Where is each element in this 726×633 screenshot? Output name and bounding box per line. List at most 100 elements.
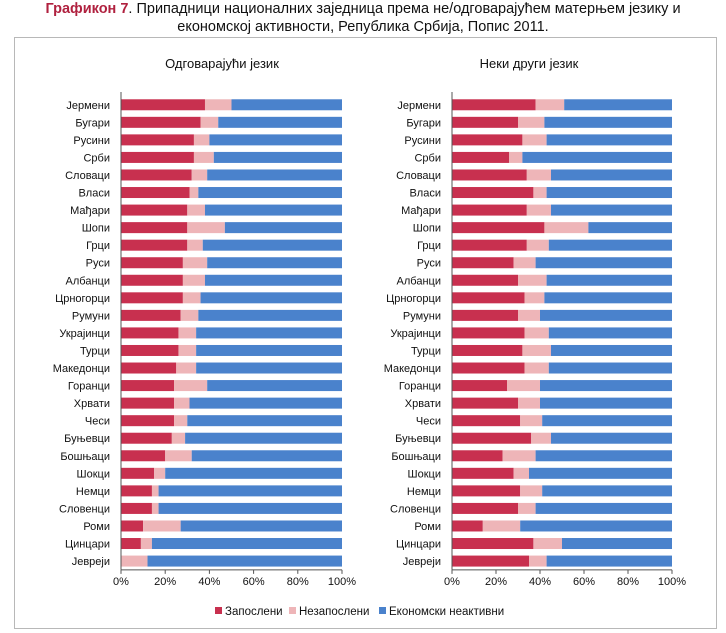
panel-2-bar-срби-series-1 [452, 151, 510, 163]
panel-1-bar-бугари-series-3 [218, 116, 342, 128]
panel-1-category-label: Јевреји [72, 556, 110, 568]
panel-2-bar-мађари-series-1 [452, 204, 527, 216]
panel-1-category-label: Цинцари [65, 539, 110, 551]
panel-1-bar-словенци-series-2 [151, 502, 159, 514]
panel-1-category-label: Хрвати [74, 398, 110, 410]
panel-2-bar-турци-series-2 [522, 344, 551, 356]
panel-2-bar-словенци-series-3 [535, 502, 672, 514]
panel-1-bar-турци-series-2 [178, 344, 197, 356]
panel-1-bar-румуни-series-3 [198, 309, 342, 321]
panel-1-category-label: Чеси [85, 416, 110, 428]
panel-1-bar-румуни-series-2 [180, 309, 199, 321]
panel-1-bar-чеси-series-2 [174, 415, 188, 427]
panel-1-bar-грци-series-2 [187, 239, 203, 251]
panel-1-category-label: Украјинци [59, 328, 110, 340]
panel-2-bar-украјинци-series-2 [524, 327, 549, 339]
panel-2-bar-словаци-series-3 [551, 169, 672, 181]
panel-2-category-label: Црногорци [386, 293, 441, 305]
panel-1-category-label: Буњевци [64, 433, 110, 445]
panel-1-category-label: Румуни [72, 310, 110, 322]
panel-2-bar-руси-series-2 [513, 257, 536, 269]
panel-2-bar-цинцари-series-1 [452, 538, 534, 550]
panel-2-bar-македонци-series-2 [524, 362, 549, 374]
panel-2-bar-румуни-series-2 [518, 309, 540, 321]
panel-2-bar-горанци-series-3 [540, 380, 672, 392]
panel-1-bar-словаци-series-3 [207, 169, 342, 181]
panel-2-bar-црногорци-series-3 [544, 292, 672, 304]
panel-1-bar-роми-series-3 [180, 520, 342, 532]
panel-2-bar-шопи-series-3 [588, 222, 672, 234]
panel-1-bar-словенци-series-1 [121, 502, 152, 514]
panel-2-x-tick-label: 100% [658, 576, 686, 588]
figure-title-text-1: . Припадници националних заједница према… [128, 1, 681, 17]
panel-2-x-tick-label: 40% [529, 576, 551, 588]
panel-1-bar-руси-series-3 [207, 257, 342, 269]
legend-label-1: Запослени [225, 606, 283, 618]
panel-2-bar-срби-series-3 [522, 151, 672, 163]
panel-2-category-label: Јевреји [403, 556, 441, 568]
panel-2-bar-македонци-series-1 [452, 362, 525, 374]
panel-1-bar-јевреји-series-3 [147, 555, 342, 567]
panel-1-category-label: Словенци [59, 503, 110, 515]
panel-2-bar-албанци-series-1 [452, 274, 518, 286]
panel-2-bar-јермени-series-2 [535, 99, 565, 111]
panel-2-bar-шопи-series-1 [452, 222, 545, 234]
panel-1-bar-албанци-series-3 [204, 274, 342, 286]
panel-1-category-label: Албанци [66, 275, 110, 287]
panel-2-category-label: Македонци [384, 363, 441, 375]
panel-2-category-label: Словаци [396, 170, 441, 182]
panel-2-bar-македонци-series-3 [548, 362, 672, 374]
panel-1-bar-словаци-series-2 [191, 169, 208, 181]
panel-2-bar-јевреји-series-3 [546, 555, 672, 567]
panel-2-bar-буњевци-series-3 [551, 432, 672, 444]
panel-2-bar-русини-series-1 [452, 134, 523, 146]
panel-2-bar-срби-series-2 [509, 151, 523, 163]
panel-1-x-tick-label: 60% [243, 576, 265, 588]
chart-frame [14, 37, 717, 629]
panel-2-category-label: Горанци [399, 381, 441, 393]
panel-1-bar-власи-series-3 [198, 187, 342, 199]
panel-1-category-label: Црногорци [55, 293, 110, 305]
panel-1-bar-хрвати-series-2 [174, 397, 190, 409]
legend-swatch-2 [289, 607, 296, 614]
panel-1-category-label: Роми [83, 521, 110, 533]
panel-2-category-label: Румуни [403, 310, 441, 322]
panel-1-bar-цинцари-series-1 [121, 538, 141, 550]
panel-1-bar-русини-series-3 [209, 134, 342, 146]
panel-1-bar-роми-series-1 [121, 520, 144, 532]
panel-2-bar-шокци-series-3 [529, 467, 672, 479]
panel-1-bar-немци-series-1 [121, 485, 152, 497]
panel-2-bar-словенци-series-2 [518, 502, 536, 514]
panel-1-bar-хрвати-series-1 [121, 397, 175, 409]
panel-2-bar-руси-series-3 [535, 257, 672, 269]
panel-1-bar-украјинци-series-1 [121, 327, 179, 339]
panel-2-bar-мађари-series-3 [551, 204, 672, 216]
panel-1-category-label: Бугари [75, 117, 110, 129]
panel-2-bar-русини-series-3 [546, 134, 672, 146]
panel-2-bar-бошњаци-series-2 [502, 450, 536, 462]
panel-1-category-label: Мађари [70, 205, 110, 217]
panel-2-bar-бошњаци-series-1 [452, 450, 503, 462]
panel-2-bar-бошњаци-series-3 [535, 450, 672, 462]
panel-2-title: Неки други језик [480, 56, 579, 71]
panel-2-category-label: Чеси [416, 416, 441, 428]
panel-2-category-label: Јермени [397, 100, 441, 112]
panel-1-bar-јермени-series-3 [231, 99, 342, 111]
panel-1-bar-роми-series-2 [143, 520, 181, 532]
panel-1-bar-македонци-series-1 [121, 362, 177, 374]
panel-2-bar-роми-series-2 [482, 520, 521, 532]
panel-1-category-label: Власи [78, 188, 110, 200]
panel-2-category-label: Украјинци [390, 328, 441, 340]
panel-1-bar-турци-series-3 [196, 344, 342, 356]
panel-1-bar-мађари-series-2 [187, 204, 205, 216]
panel-1-x-tick-label: 0% [113, 576, 129, 588]
panel-1-bar-чеси-series-3 [187, 415, 342, 427]
panel-1-category-label: Јермени [66, 100, 110, 112]
panel-1-bar-власи-series-1 [121, 187, 190, 199]
panel-2-category-label: Руси [417, 258, 441, 270]
panel-1-bar-шокци-series-3 [165, 467, 342, 479]
panel-2-category-label: Цинцари [396, 539, 441, 551]
panel-2-bar-хрвати-series-1 [452, 397, 518, 409]
panel-1-x-tick-label: 40% [198, 576, 220, 588]
panel-1-bar-буњевци-series-1 [121, 432, 172, 444]
